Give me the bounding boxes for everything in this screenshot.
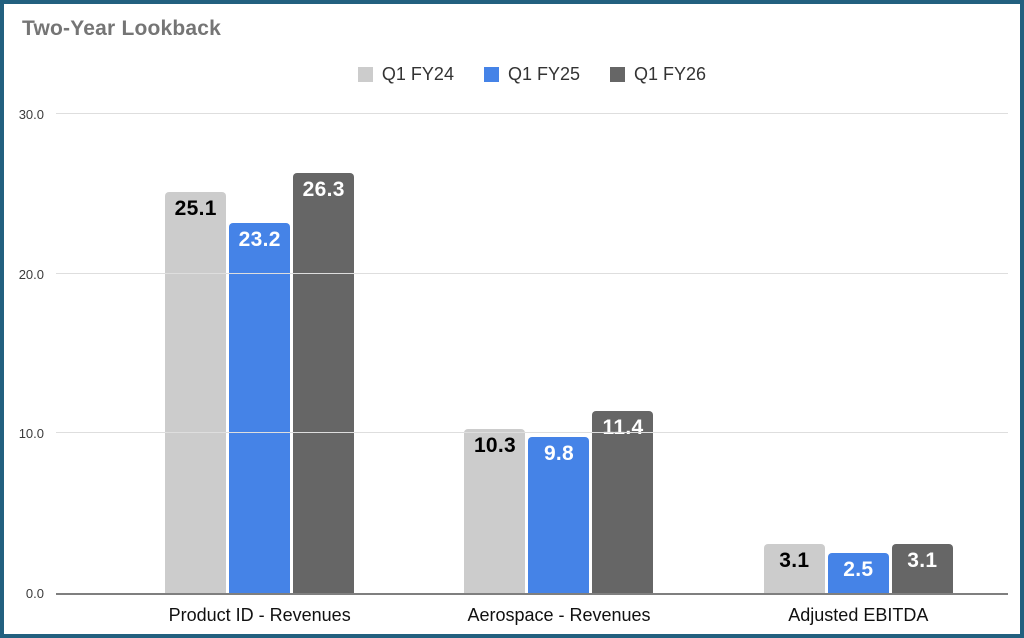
y-tick-label: 10.0 xyxy=(18,426,44,442)
category-label: Product ID - Revenues xyxy=(168,605,351,625)
bar-value-label: 23.2 xyxy=(238,227,281,251)
bar-value-label: 10.3 xyxy=(473,433,517,457)
legend: Q1 FY24 Q1 FY25 Q1 FY26 xyxy=(56,62,1008,86)
plot-area: 25.1 23.2 26.3 10.3 9.8 11.4 3.1 2.5 3.1 xyxy=(56,113,1008,595)
bar-q1-fy25: 2.5 xyxy=(827,553,889,593)
y-tick-label: 20.0 xyxy=(18,266,44,282)
bar-groups: 25.1 23.2 26.3 10.3 9.8 11.4 3.1 2.5 3.1 xyxy=(110,114,1008,593)
legend-swatch-icon xyxy=(357,66,373,82)
legend-swatch-icon xyxy=(483,66,499,82)
category-label: Aerospace - Revenues xyxy=(467,605,651,625)
gridline xyxy=(56,113,1008,114)
gridline xyxy=(56,272,1008,274)
legend-item-q1-fy24: Q1 FY24 xyxy=(357,63,454,85)
y-tick-label: 0.0 xyxy=(25,586,44,601)
gridline xyxy=(56,432,1008,434)
bar-q1-fy24: 3.1 xyxy=(763,543,825,593)
bar-q1-fy26: 3.1 xyxy=(891,543,953,593)
legend-label: Q1 FY24 xyxy=(381,63,454,84)
bar-value-label: 26.3 xyxy=(302,178,345,202)
bar-value-label: 25.1 xyxy=(174,197,217,221)
bar-value-label: 3.1 xyxy=(779,548,810,572)
legend-item-q1-fy26: Q1 FY26 xyxy=(610,64,706,85)
bar-q1-fy25: 23.2 xyxy=(229,222,291,593)
legend-label: Q1 FY25 xyxy=(507,63,581,84)
bar-q1-fy26: 26.3 xyxy=(293,173,355,593)
y-tick-label: 30.0 xyxy=(18,107,44,122)
x-axis-labels: Product ID - Revenues Aerospace - Revenue… xyxy=(110,605,1008,626)
bar-group: 3.1 2.5 3.1 xyxy=(709,114,1008,593)
category-label: Adjusted EBITDA xyxy=(788,605,929,625)
bar-value-label: 9.8 xyxy=(543,441,575,465)
bar-q1-fy26: 11.4 xyxy=(592,410,654,593)
bar-group: 25.1 23.2 26.3 xyxy=(110,114,409,593)
bar-q1-fy24: 10.3 xyxy=(464,428,526,593)
bar-group: 10.3 9.8 11.4 xyxy=(409,114,708,593)
bar-value-label: 11.4 xyxy=(602,415,644,439)
bar-q1-fy25: 9.8 xyxy=(528,436,590,593)
bar-q1-fy24: 25.1 xyxy=(165,192,227,593)
legend-item-q1-fy25: Q1 FY25 xyxy=(483,63,581,85)
bar-value-label: 3.1 xyxy=(907,548,938,572)
chart-title: Two-Year Lookback xyxy=(22,17,222,40)
y-axis: 0.0 10.0 20.0 30.0 xyxy=(4,107,48,601)
legend-label: Q1 FY26 xyxy=(634,63,707,84)
bar-value-label: 2.5 xyxy=(843,558,874,582)
legend-swatch-icon xyxy=(610,66,626,82)
